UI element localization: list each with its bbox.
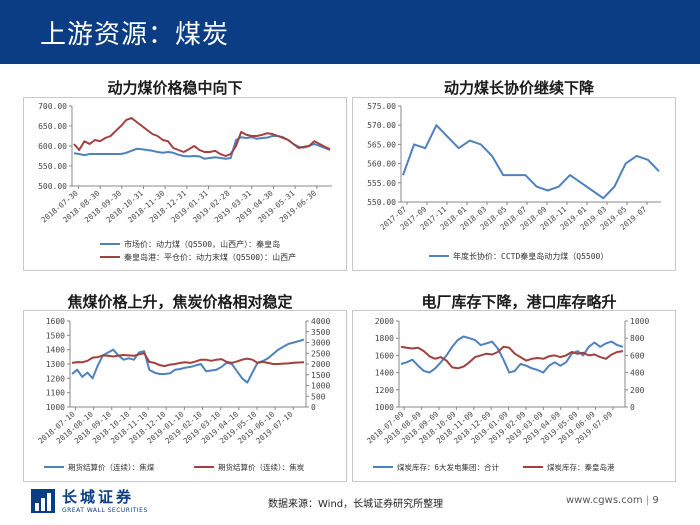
chart2-title: 动力煤长协价继续下降 xyxy=(443,79,594,97)
chart3-y-tick-label: 1100 xyxy=(46,389,65,398)
chart3-y-tick-label: 1400 xyxy=(46,346,65,355)
chart3-y-tick-label: 1000 xyxy=(46,403,65,412)
chart3-y2-tick-label: 2500 xyxy=(311,349,330,358)
chart4-y2-tick-label: 600 xyxy=(630,351,645,360)
footer-url[interactable]: www.cgws.com | 9 xyxy=(566,495,659,506)
chart1-legend-label-1: 市场价：动力煤（Q5500，山西产）：秦皇岛 xyxy=(124,239,280,249)
chart1-series-2-line xyxy=(73,117,331,157)
chart3-y2-tick-label: 1000 xyxy=(311,382,330,391)
chart3-svg: 1000110012001300140015001600050010001500… xyxy=(36,317,330,472)
chart4-y-tick-label: 1400 xyxy=(375,369,394,378)
chart3-y2-tick-label: 500 xyxy=(311,392,326,401)
chart2-y-tick-label: 570.00 xyxy=(367,121,396,130)
chart3-title: 焦煤价格上升，焦炭价格相对稳定 xyxy=(67,293,293,311)
chart1-y-tick-label: 600.00 xyxy=(38,142,67,151)
chart1-y-tick-label: 650.00 xyxy=(38,122,67,131)
chart4-series-2-line xyxy=(400,345,624,370)
chart4-y2-tick-label: 400 xyxy=(630,369,645,378)
company-logo: 长城证券 GREAT WALL SECURITIES xyxy=(30,486,200,522)
chart1-y-tick-label: 700.00 xyxy=(38,102,67,111)
chart1-series-1-line xyxy=(73,135,331,160)
chart4-svg: 1000 1200 1400 1600 1800 2000 0 200 400 600 800 100… xyxy=(365,317,649,472)
chart1-frame: 500.00 550.00 600.00 650.00 700.00 2018-07-30… xyxy=(23,97,347,271)
chart4-y-tick-label: 2000 xyxy=(375,317,394,326)
chart3-y-tick-label: 1200 xyxy=(46,374,65,383)
chart2-series-1-line xyxy=(402,124,660,200)
chart1-y-tick-label: 550.00 xyxy=(38,162,67,171)
chart3-series-1-line xyxy=(71,338,305,384)
slide-header: 上游资源：煤炭 xyxy=(0,0,700,64)
chart2-y-tick-label: 555.00 xyxy=(367,179,396,188)
chart1-svg: 500.00550.00600.00650.00700.002018-07-30… xyxy=(38,102,332,262)
chart4-y-tick-label: 1000 xyxy=(375,403,394,412)
chart2-frame: 550.00 555.00 560.00 565.00 570.00 575.00 2017… xyxy=(352,97,676,271)
chart3-y-tick-label: 1500 xyxy=(46,331,65,340)
chart4-frame: 1000 1200 1400 1600 1800 2000 0 200 400 600 800 100… xyxy=(352,310,676,482)
chart1-title: 动力煤价格稳中向下 xyxy=(107,79,243,97)
chart4-y-tick-label: 1800 xyxy=(375,334,394,343)
chart4-y2-tick-label: 1000 xyxy=(630,317,649,326)
chart4-legend-label-1: 煤炭库存：6大发电集团：合计 xyxy=(397,462,500,472)
chart3-y2-tick-label: 3500 xyxy=(311,328,330,337)
chart3-y-tick-label: 1300 xyxy=(46,360,65,369)
logo-name-cn: 长城证券 xyxy=(62,488,135,506)
footer-divider: | xyxy=(645,495,653,506)
slide-title: 上游资源：煤炭 xyxy=(40,20,230,50)
logo-name-en: GREAT WALL SECURITIES xyxy=(62,507,148,514)
chart4-y2-tick-label: 800 xyxy=(630,334,645,343)
data-source-note: 数据来源：Wind，长城证券研究所整理 xyxy=(268,499,444,510)
chart2-svg: 550.00555.00560.00565.00570.00575.002017… xyxy=(367,102,661,261)
chart3-y2-tick-label: 4000 xyxy=(311,317,330,326)
chart1-legend-label-2: 秦皇岛港：平仓价：动力末煤（Q5500）：山西产 xyxy=(124,252,296,262)
page-number: 9 xyxy=(652,495,659,506)
website-link[interactable]: www.cgws.com xyxy=(566,495,643,506)
chart4-y-tick-label: 1600 xyxy=(375,351,394,360)
chart3-legend-label-2: 期货结算价（连续）：焦炭 xyxy=(218,462,305,472)
chart3-y2-tick-label: 1500 xyxy=(311,371,330,380)
chart2-y-tick-label: 550.00 xyxy=(367,198,396,207)
chart4-series-1-line xyxy=(400,335,624,374)
chart3-y2-tick-label: 2000 xyxy=(311,360,330,369)
chart2-y-tick-label: 575.00 xyxy=(367,102,396,111)
great-wall-logo-icon xyxy=(31,489,55,513)
chart3-series-2-line xyxy=(71,352,305,368)
chart1-y-tick-label: 500.00 xyxy=(38,182,67,191)
chart3-legend-label-1: 期货结算价（连续）：焦煤 xyxy=(68,462,155,472)
chart4-legend-label-2: 煤炭库存：秦皇岛港 xyxy=(547,462,615,472)
chart2-y-tick-label: 560.00 xyxy=(367,160,396,169)
chart4-y2-tick-label: 0 xyxy=(630,403,635,412)
chart4-y-tick-label: 1200 xyxy=(375,386,394,395)
chart4-y2-tick-label: 200 xyxy=(630,386,645,395)
chart3-frame: 1000 1100 1200 1300 1400 1500 1600 0 500 1000 1500… xyxy=(23,310,347,482)
chart2-legend-label-1: 年度长协价：CCTD秦皇岛动力煤（Q5500） xyxy=(453,251,608,261)
chart3-y-tick-label: 1600 xyxy=(46,317,65,326)
chart4-title: 电厂库存下降，港口库存略升 xyxy=(421,293,617,311)
chart2-y-tick-label: 565.00 xyxy=(367,140,396,149)
chart3-y2-tick-label: 0 xyxy=(311,403,316,412)
chart3-y2-tick-label: 3000 xyxy=(311,339,330,348)
